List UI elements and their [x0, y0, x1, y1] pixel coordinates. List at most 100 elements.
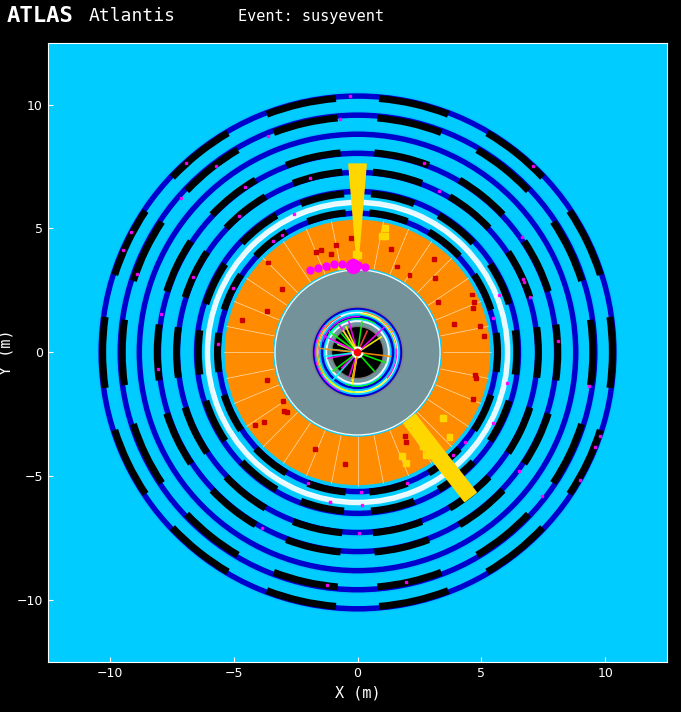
- Bar: [471, 306, 475, 310]
- Bar: [407, 482, 409, 484]
- Bar: [266, 261, 270, 264]
- Wedge shape: [327, 321, 389, 384]
- Bar: [358, 533, 360, 535]
- Bar: [353, 251, 359, 256]
- Bar: [281, 287, 285, 291]
- Bar: [399, 453, 405, 459]
- Wedge shape: [325, 320, 390, 385]
- Wedge shape: [210, 204, 505, 501]
- Wedge shape: [221, 215, 494, 490]
- Bar: [349, 236, 353, 240]
- Bar: [281, 234, 283, 236]
- Wedge shape: [161, 155, 554, 550]
- Bar: [217, 343, 219, 345]
- Bar: [452, 454, 454, 456]
- Wedge shape: [323, 318, 392, 387]
- Bar: [313, 447, 317, 451]
- Bar: [325, 265, 329, 269]
- Bar: [131, 231, 133, 233]
- Bar: [343, 461, 347, 466]
- Bar: [308, 177, 311, 179]
- Bar: [506, 382, 508, 384]
- Bar: [407, 273, 411, 277]
- Bar: [432, 257, 436, 261]
- Bar: [338, 263, 344, 268]
- Bar: [238, 215, 240, 217]
- Wedge shape: [318, 313, 397, 392]
- Bar: [360, 491, 362, 493]
- Bar: [599, 435, 601, 436]
- Bar: [319, 248, 323, 252]
- Bar: [253, 423, 257, 427]
- Bar: [362, 504, 364, 506]
- Bar: [355, 253, 362, 258]
- Bar: [595, 446, 597, 448]
- Wedge shape: [123, 117, 592, 587]
- Bar: [556, 340, 558, 342]
- Bar: [240, 318, 244, 322]
- Bar: [261, 528, 263, 530]
- Bar: [529, 296, 530, 298]
- Wedge shape: [215, 210, 500, 495]
- Bar: [473, 377, 477, 380]
- X-axis label: X (m): X (m): [335, 686, 380, 701]
- Bar: [379, 233, 385, 239]
- Bar: [472, 300, 476, 304]
- Wedge shape: [117, 112, 598, 593]
- Circle shape: [355, 350, 360, 355]
- Wedge shape: [98, 93, 617, 612]
- Wedge shape: [320, 315, 395, 390]
- Bar: [473, 373, 477, 377]
- Bar: [440, 415, 446, 421]
- Wedge shape: [204, 199, 511, 506]
- Polygon shape: [404, 414, 476, 501]
- Bar: [339, 118, 341, 120]
- Bar: [452, 323, 456, 326]
- Bar: [180, 197, 182, 199]
- Bar: [282, 409, 286, 413]
- Bar: [272, 240, 274, 242]
- Bar: [437, 300, 440, 304]
- Bar: [579, 479, 581, 481]
- Bar: [157, 368, 159, 370]
- Bar: [329, 501, 331, 503]
- Wedge shape: [104, 98, 612, 607]
- Text: Event: susyevent: Event: susyevent: [238, 9, 384, 23]
- Bar: [395, 264, 399, 268]
- Wedge shape: [193, 188, 522, 517]
- Bar: [438, 190, 440, 192]
- Bar: [454, 468, 456, 471]
- Wedge shape: [312, 307, 403, 398]
- Bar: [122, 249, 124, 251]
- Bar: [382, 234, 388, 239]
- Bar: [482, 334, 486, 338]
- Wedge shape: [355, 350, 360, 355]
- Bar: [185, 162, 187, 164]
- Bar: [518, 470, 520, 472]
- Bar: [588, 385, 590, 387]
- Bar: [294, 213, 296, 215]
- Bar: [307, 483, 309, 484]
- Bar: [447, 434, 452, 439]
- Bar: [285, 410, 289, 414]
- Bar: [522, 278, 524, 280]
- Y-axis label: Y (m): Y (m): [0, 330, 14, 375]
- Bar: [215, 164, 217, 167]
- Bar: [523, 281, 525, 283]
- Wedge shape: [332, 326, 383, 379]
- Bar: [533, 165, 535, 167]
- Wedge shape: [314, 309, 401, 396]
- Wedge shape: [180, 174, 535, 530]
- Polygon shape: [349, 164, 366, 268]
- Bar: [423, 452, 428, 458]
- Bar: [192, 276, 194, 278]
- Text: ATLAS: ATLAS: [7, 6, 74, 26]
- Bar: [349, 95, 351, 98]
- Wedge shape: [84, 79, 631, 626]
- Bar: [433, 276, 437, 280]
- Bar: [244, 186, 246, 188]
- Wedge shape: [136, 131, 579, 574]
- Bar: [405, 580, 407, 582]
- Wedge shape: [224, 219, 491, 486]
- Bar: [381, 225, 387, 231]
